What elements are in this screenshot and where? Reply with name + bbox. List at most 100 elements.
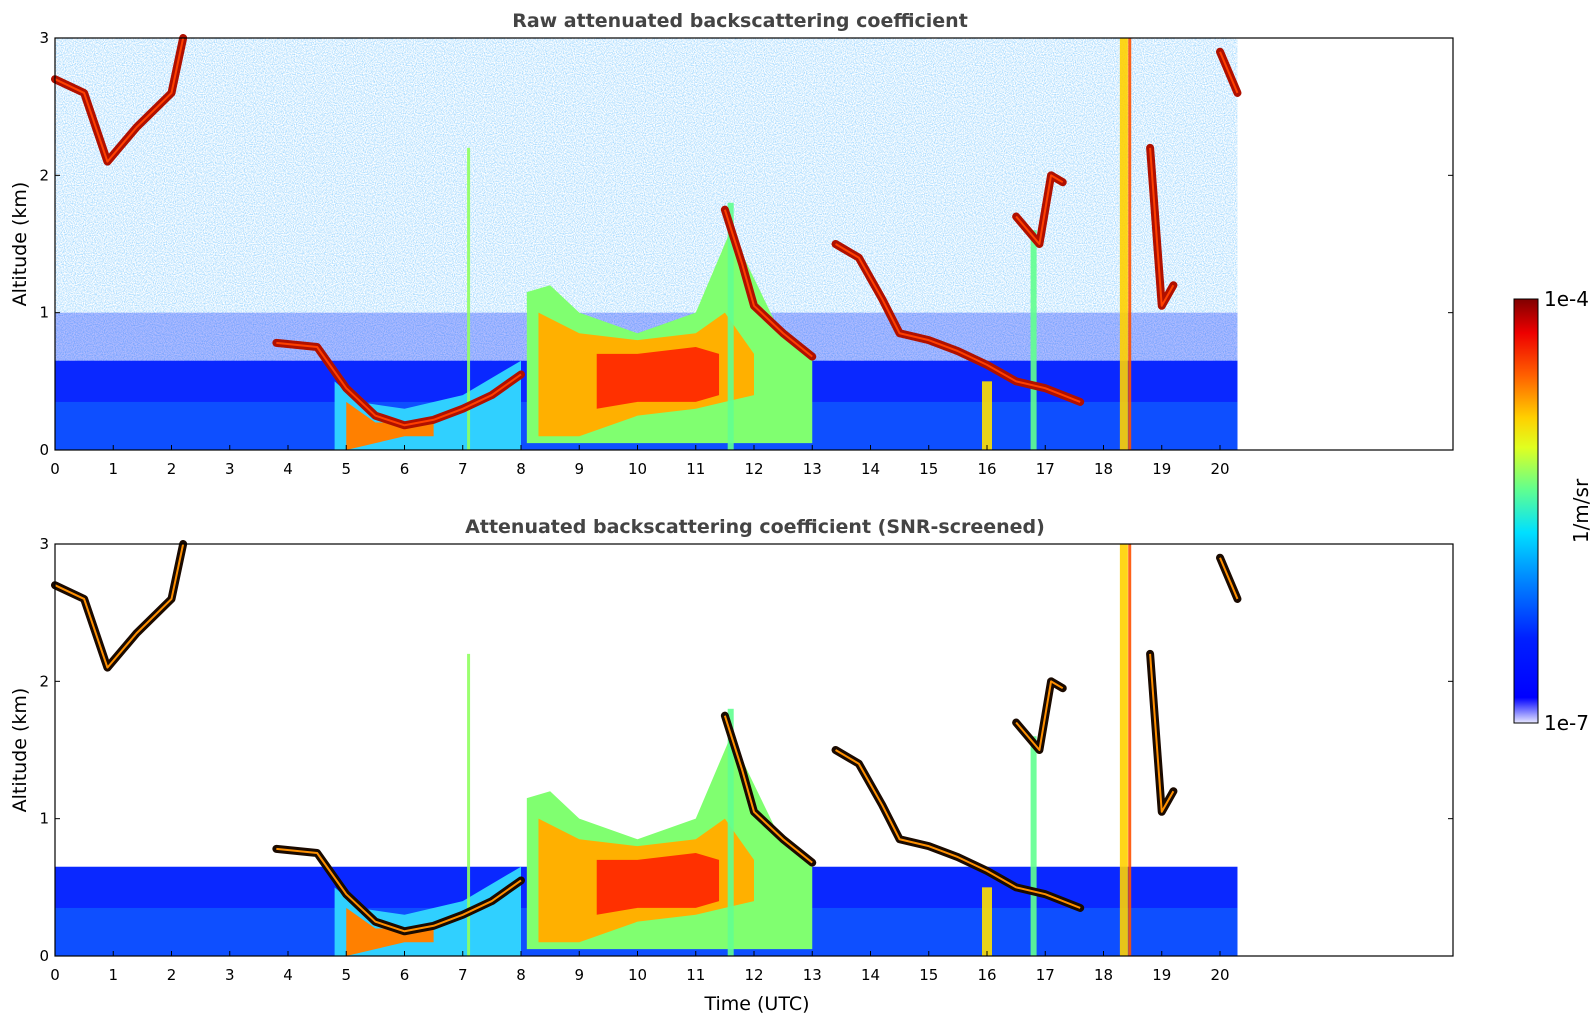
precipitation-streak (1119, 544, 1128, 956)
y-tick-label: 1 (39, 304, 49, 322)
boundary-layer (346, 401, 434, 450)
x-tick-label: 7 (458, 966, 468, 984)
x-tick-label: 0 (50, 460, 60, 478)
colorbar-min-label: 1e-7 (1544, 711, 1589, 735)
cloud-layer (54, 543, 185, 669)
x-tick-label: 18 (1094, 460, 1113, 478)
precipitation-streak (467, 147, 471, 450)
x-tick-labels: 0 1 2 3 4 5 6 7 8 9 10 11 12 13 14 15 16 17 18 19 20 (50, 445, 1230, 478)
x-tick-label: 8 (516, 966, 526, 984)
cloud-layer (1149, 147, 1175, 307)
x-tick-label: 5 (341, 966, 351, 984)
x-tick-label: 15 (919, 460, 938, 478)
x-tick-label: 5 (341, 460, 351, 478)
precipitation-streak (1128, 38, 1132, 450)
y-tick-label: 2 (39, 166, 49, 184)
cloud-layer (1219, 51, 1239, 94)
y-tick-label: 3 (39, 29, 49, 47)
cloud-layer (1146, 649, 1178, 816)
x-tick-label: 15 (919, 966, 938, 984)
colorbar-max-label: 1e-4 (1544, 287, 1589, 311)
y-tick-labels: 0 1 2 3 (39, 535, 1453, 965)
x-tick-label: 11 (686, 460, 705, 478)
precipitation-streak (982, 381, 992, 450)
x-axis-label: Time (UTC) (703, 993, 809, 1015)
cloud-layer (723, 715, 813, 864)
x-tick-label: 1 (108, 460, 118, 478)
x-tick-label: 17 (1036, 966, 1055, 984)
x-tick-label: 6 (400, 460, 410, 478)
precipitation-streak (467, 653, 471, 956)
y-tick-labels: 0 1 2 3 (39, 29, 1453, 459)
cloud-layer (1149, 653, 1175, 813)
panel-screened: Attenuated backscattering coefficient (S… (9, 516, 1454, 1015)
y-axis-label: Altitude (km) (9, 688, 31, 813)
x-tick-label: 0 (50, 966, 60, 984)
y-tick-label: 3 (39, 535, 49, 553)
x-tick-labels: 0 1 2 3 4 5 6 7 8 9 10 11 12 13 14 15 16 17 18 19 20 (50, 951, 1230, 984)
aerosol-layer (596, 853, 720, 915)
colorbar-gradient (1513, 298, 1539, 724)
precipitation-streak (982, 887, 992, 956)
x-tick-label: 14 (861, 966, 880, 984)
colorbar-unit-label: 1/m/sr (1569, 478, 1593, 543)
y-tick-label: 2 (39, 672, 49, 690)
x-tick-label: 11 (686, 966, 705, 984)
x-tick-label: 2 (167, 460, 177, 478)
x-tick-label: 16 (977, 966, 996, 984)
x-tick-label: 10 (628, 460, 647, 478)
x-tick-label: 19 (1152, 966, 1171, 984)
precipitation-streak (1119, 38, 1128, 450)
cloud-layer (835, 243, 1081, 403)
x-tick-label: 20 (1210, 460, 1229, 478)
cloud-layer (1219, 557, 1239, 600)
x-tick-label: 19 (1152, 460, 1171, 478)
x-tick-label: 12 (744, 966, 763, 984)
cloud-layer (1012, 677, 1067, 754)
cloud-layer (54, 37, 185, 163)
cloud-layer (1015, 174, 1064, 245)
x-tick-label: 17 (1036, 460, 1055, 478)
x-tick-label: 4 (283, 460, 293, 478)
x-tick-label: 12 (744, 460, 763, 478)
y-tick-label: 0 (39, 441, 49, 459)
x-tick-label: 20 (1210, 966, 1229, 984)
x-tick-label: 10 (628, 966, 647, 984)
x-tick-label: 16 (977, 460, 996, 478)
cloud-layer (723, 209, 813, 358)
y-axis-label: Altitude (km) (9, 182, 31, 307)
cloud-layer (835, 749, 1081, 909)
x-tick-label: 6 (400, 966, 410, 984)
boundary-layer (346, 907, 434, 956)
panel-title: Raw attenuated backscattering coefficien… (512, 10, 968, 32)
x-tick-label: 3 (225, 966, 235, 984)
x-tick-label: 18 (1094, 966, 1113, 984)
x-tick-label: 7 (458, 460, 468, 478)
cloud-layer (276, 847, 522, 933)
cloud-layer (276, 341, 522, 427)
x-tick-label: 13 (803, 966, 822, 984)
x-tick-label: 2 (167, 966, 177, 984)
precipitation-streak (727, 708, 734, 956)
x-tick-label: 3 (225, 460, 235, 478)
x-tick-label: 1 (108, 966, 118, 984)
x-tick-label: 9 (574, 460, 584, 478)
precipitation-streak (727, 202, 734, 450)
x-tick-label: 8 (516, 460, 526, 478)
aerosol-layer (596, 347, 720, 409)
precipitation-streak (1030, 230, 1037, 450)
panel-title: Attenuated backscattering coefficient (S… (465, 516, 1045, 538)
y-tick-label: 1 (39, 810, 49, 828)
x-tick-label: 9 (574, 966, 584, 984)
precipitation-streak (1128, 544, 1132, 956)
y-tick-label: 0 (39, 947, 49, 965)
heatmap-area (51, 34, 1242, 450)
colorbar: 1e-4 1e-7 1/m/sr (1513, 287, 1593, 735)
precipitation-streak (1030, 736, 1037, 956)
x-tick-label: 13 (803, 460, 822, 478)
x-tick-label: 14 (861, 460, 880, 478)
panel-raw: Raw attenuated backscattering coefficien… (9, 10, 1454, 478)
cloud-layer (1015, 680, 1064, 751)
x-tick-label: 4 (283, 966, 293, 984)
